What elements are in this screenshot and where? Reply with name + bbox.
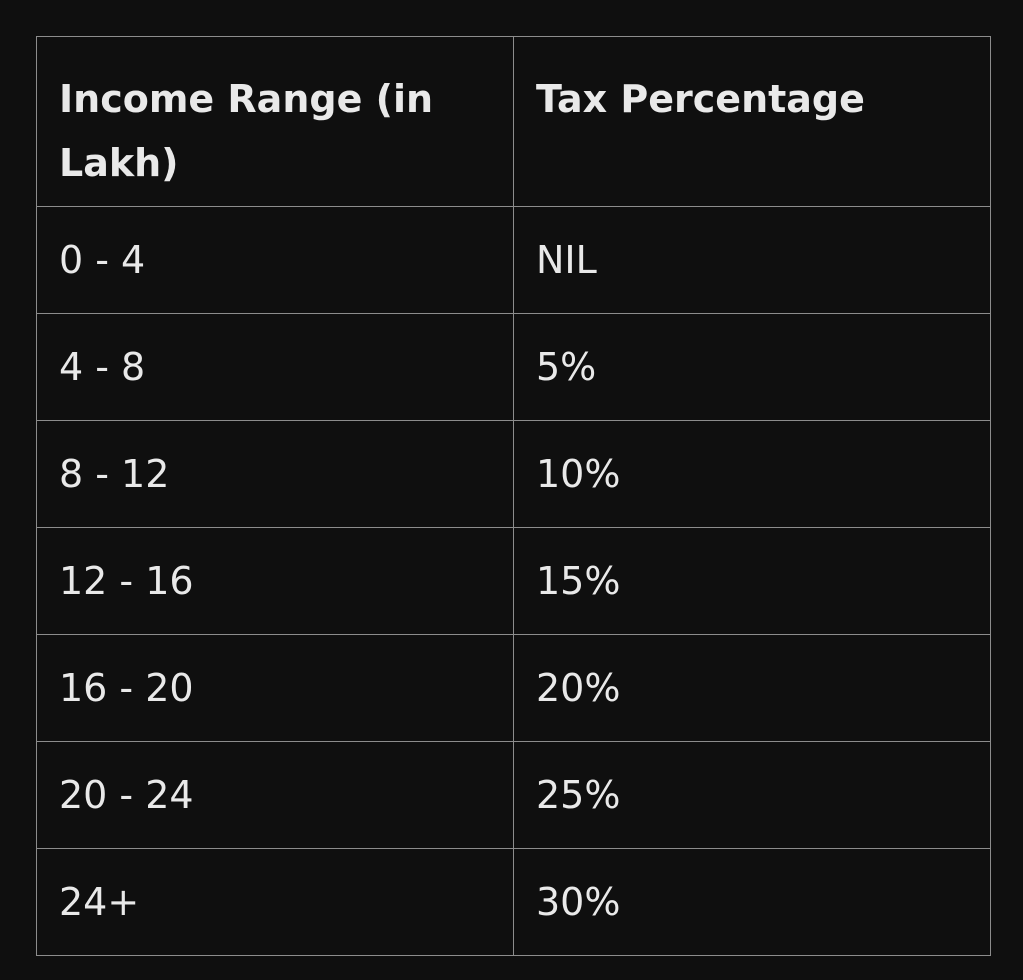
tax-percentage-cell: 20%	[513, 634, 991, 742]
tax-percentage-cell: 25%	[513, 741, 991, 849]
table-row: 20 - 24 25%	[36, 741, 991, 849]
table-row: 4 - 8 5%	[36, 313, 991, 421]
table-header-row: Income Range (in Lakh) Tax Percentage	[36, 36, 991, 207]
table-row: 24+ 30%	[36, 848, 991, 956]
tax-percentage-cell: 30%	[513, 848, 991, 956]
table-row: 16 - 20 20%	[36, 634, 991, 742]
income-range-cell: 20 - 24	[36, 741, 514, 849]
income-range-cell: 16 - 20	[36, 634, 514, 742]
tax-percentage-cell: NIL	[513, 206, 991, 314]
table-row: 8 - 12 10%	[36, 420, 991, 528]
tax-percentage-cell: 5%	[513, 313, 991, 421]
header-income-range: Income Range (in Lakh)	[36, 36, 514, 207]
table-row: 12 - 16 15%	[36, 527, 991, 635]
tax-percentage-cell: 15%	[513, 527, 991, 635]
header-tax-percentage: Tax Percentage	[513, 36, 991, 207]
tax-percentage-cell: 10%	[513, 420, 991, 528]
income-range-cell: 4 - 8	[36, 313, 514, 421]
income-range-cell: 8 - 12	[36, 420, 514, 528]
tax-slab-table: Income Range (in Lakh) Tax Percentage 0 …	[36, 36, 991, 956]
table-container: Income Range (in Lakh) Tax Percentage 0 …	[36, 36, 991, 956]
table-row: 0 - 4 NIL	[36, 206, 991, 314]
income-range-cell: 24+	[36, 848, 514, 956]
income-range-cell: 12 - 16	[36, 527, 514, 635]
income-range-cell: 0 - 4	[36, 206, 514, 314]
